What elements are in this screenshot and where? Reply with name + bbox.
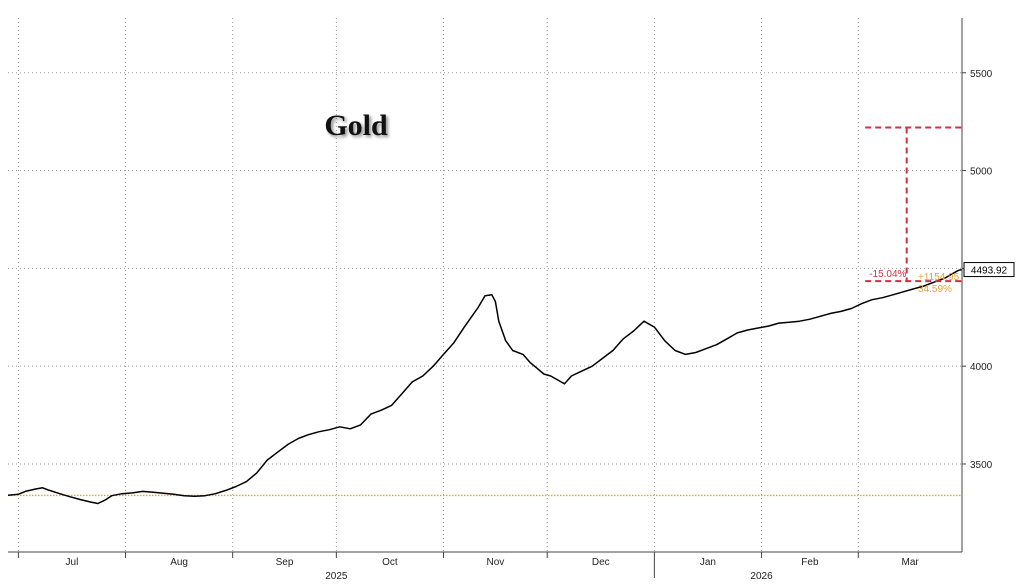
x-tick-label: Aug bbox=[170, 557, 188, 568]
year-label: 2026 bbox=[750, 571, 773, 582]
x-tick-label: Jul bbox=[66, 557, 79, 568]
y-tick-label: 5000 bbox=[970, 167, 993, 178]
x-tick-label: Feb bbox=[801, 557, 819, 568]
drawdown-label: -15.04% bbox=[869, 269, 906, 280]
last-price-box bbox=[963, 262, 1015, 278]
price-line bbox=[7, 268, 963, 505]
gain-pct-label: 34.59% bbox=[918, 284, 952, 295]
x-tick-label: Sep bbox=[276, 557, 294, 568]
price-series-group bbox=[7, 268, 963, 505]
x-tick-label: Nov bbox=[486, 557, 504, 568]
y-tick-label: 3500 bbox=[970, 460, 993, 471]
x-tick-label: Mar bbox=[902, 557, 920, 568]
last-price-label: 4493.92 bbox=[971, 266, 1008, 277]
chart-axes: 35004000450050005500JulAugSepOctNovDecJa… bbox=[8, 18, 1015, 582]
x-tick-label: Jan bbox=[700, 557, 716, 568]
y-tick-label: 5500 bbox=[970, 69, 993, 80]
gain-label: +1154.95 bbox=[918, 272, 960, 283]
year-label: 2025 bbox=[325, 571, 348, 582]
x-tick-label: Oct bbox=[382, 557, 398, 568]
x-tick-label: Dec bbox=[592, 557, 610, 568]
y-tick-label: 4000 bbox=[970, 362, 993, 373]
chart-title: Gold bbox=[324, 109, 388, 142]
chart-grid bbox=[8, 18, 962, 552]
